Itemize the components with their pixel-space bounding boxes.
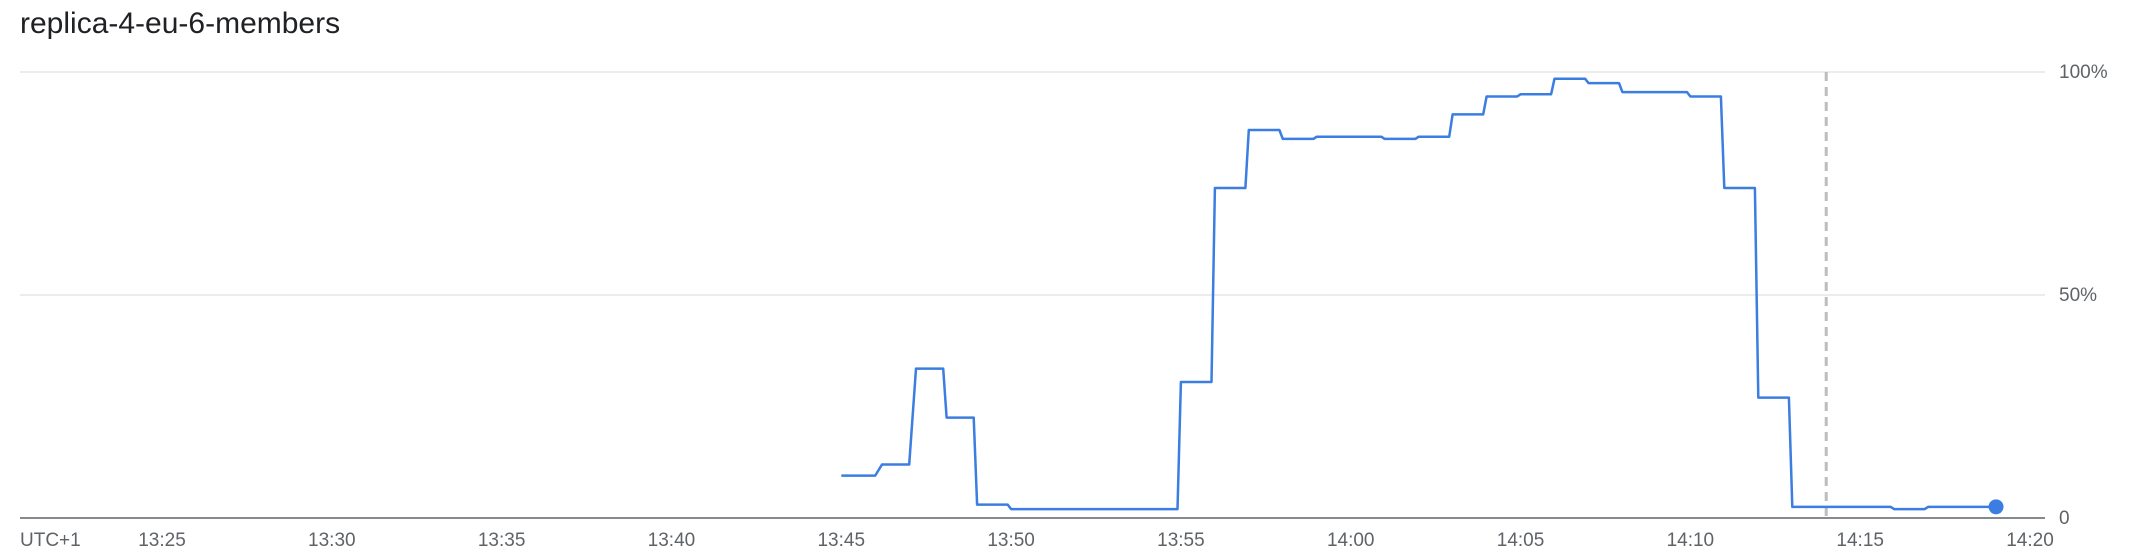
x-tick-label: 14:00	[1327, 530, 1375, 551]
x-tick-label: 13:35	[478, 530, 526, 551]
y-tick-label: 100%	[2059, 62, 2108, 83]
x-tick-label: 13:50	[987, 530, 1035, 551]
y-tick-label: 50%	[2059, 285, 2097, 306]
x-tick-label: 14:15	[1836, 530, 1884, 551]
chart-title: replica-4-eu-6-members	[20, 7, 341, 40]
series-layer	[841, 77, 2004, 515]
x-tick-label: 13:55	[1157, 530, 1205, 551]
gridlines	[20, 71, 2045, 296]
y-tick-label: 0	[2059, 508, 2070, 529]
x-tick-label: 14:10	[1667, 530, 1715, 551]
x-tick-label: 13:45	[817, 530, 865, 551]
timezone-label: UTC+1	[20, 530, 81, 551]
series-line-1	[841, 77, 1996, 511]
tick-labels: UTC+1 13:25 13:30 13:35 13:40 13:45 13:50 13:5…	[20, 62, 2108, 551]
x-tick-label: 14:20	[2006, 530, 2054, 551]
x-tick-label: 13:40	[648, 530, 696, 551]
last-point-dot	[1988, 499, 2004, 515]
x-tick-label: 13:30	[308, 530, 356, 551]
x-tick-label: 13:25	[138, 530, 186, 551]
x-tick-label: 14:05	[1497, 530, 1545, 551]
